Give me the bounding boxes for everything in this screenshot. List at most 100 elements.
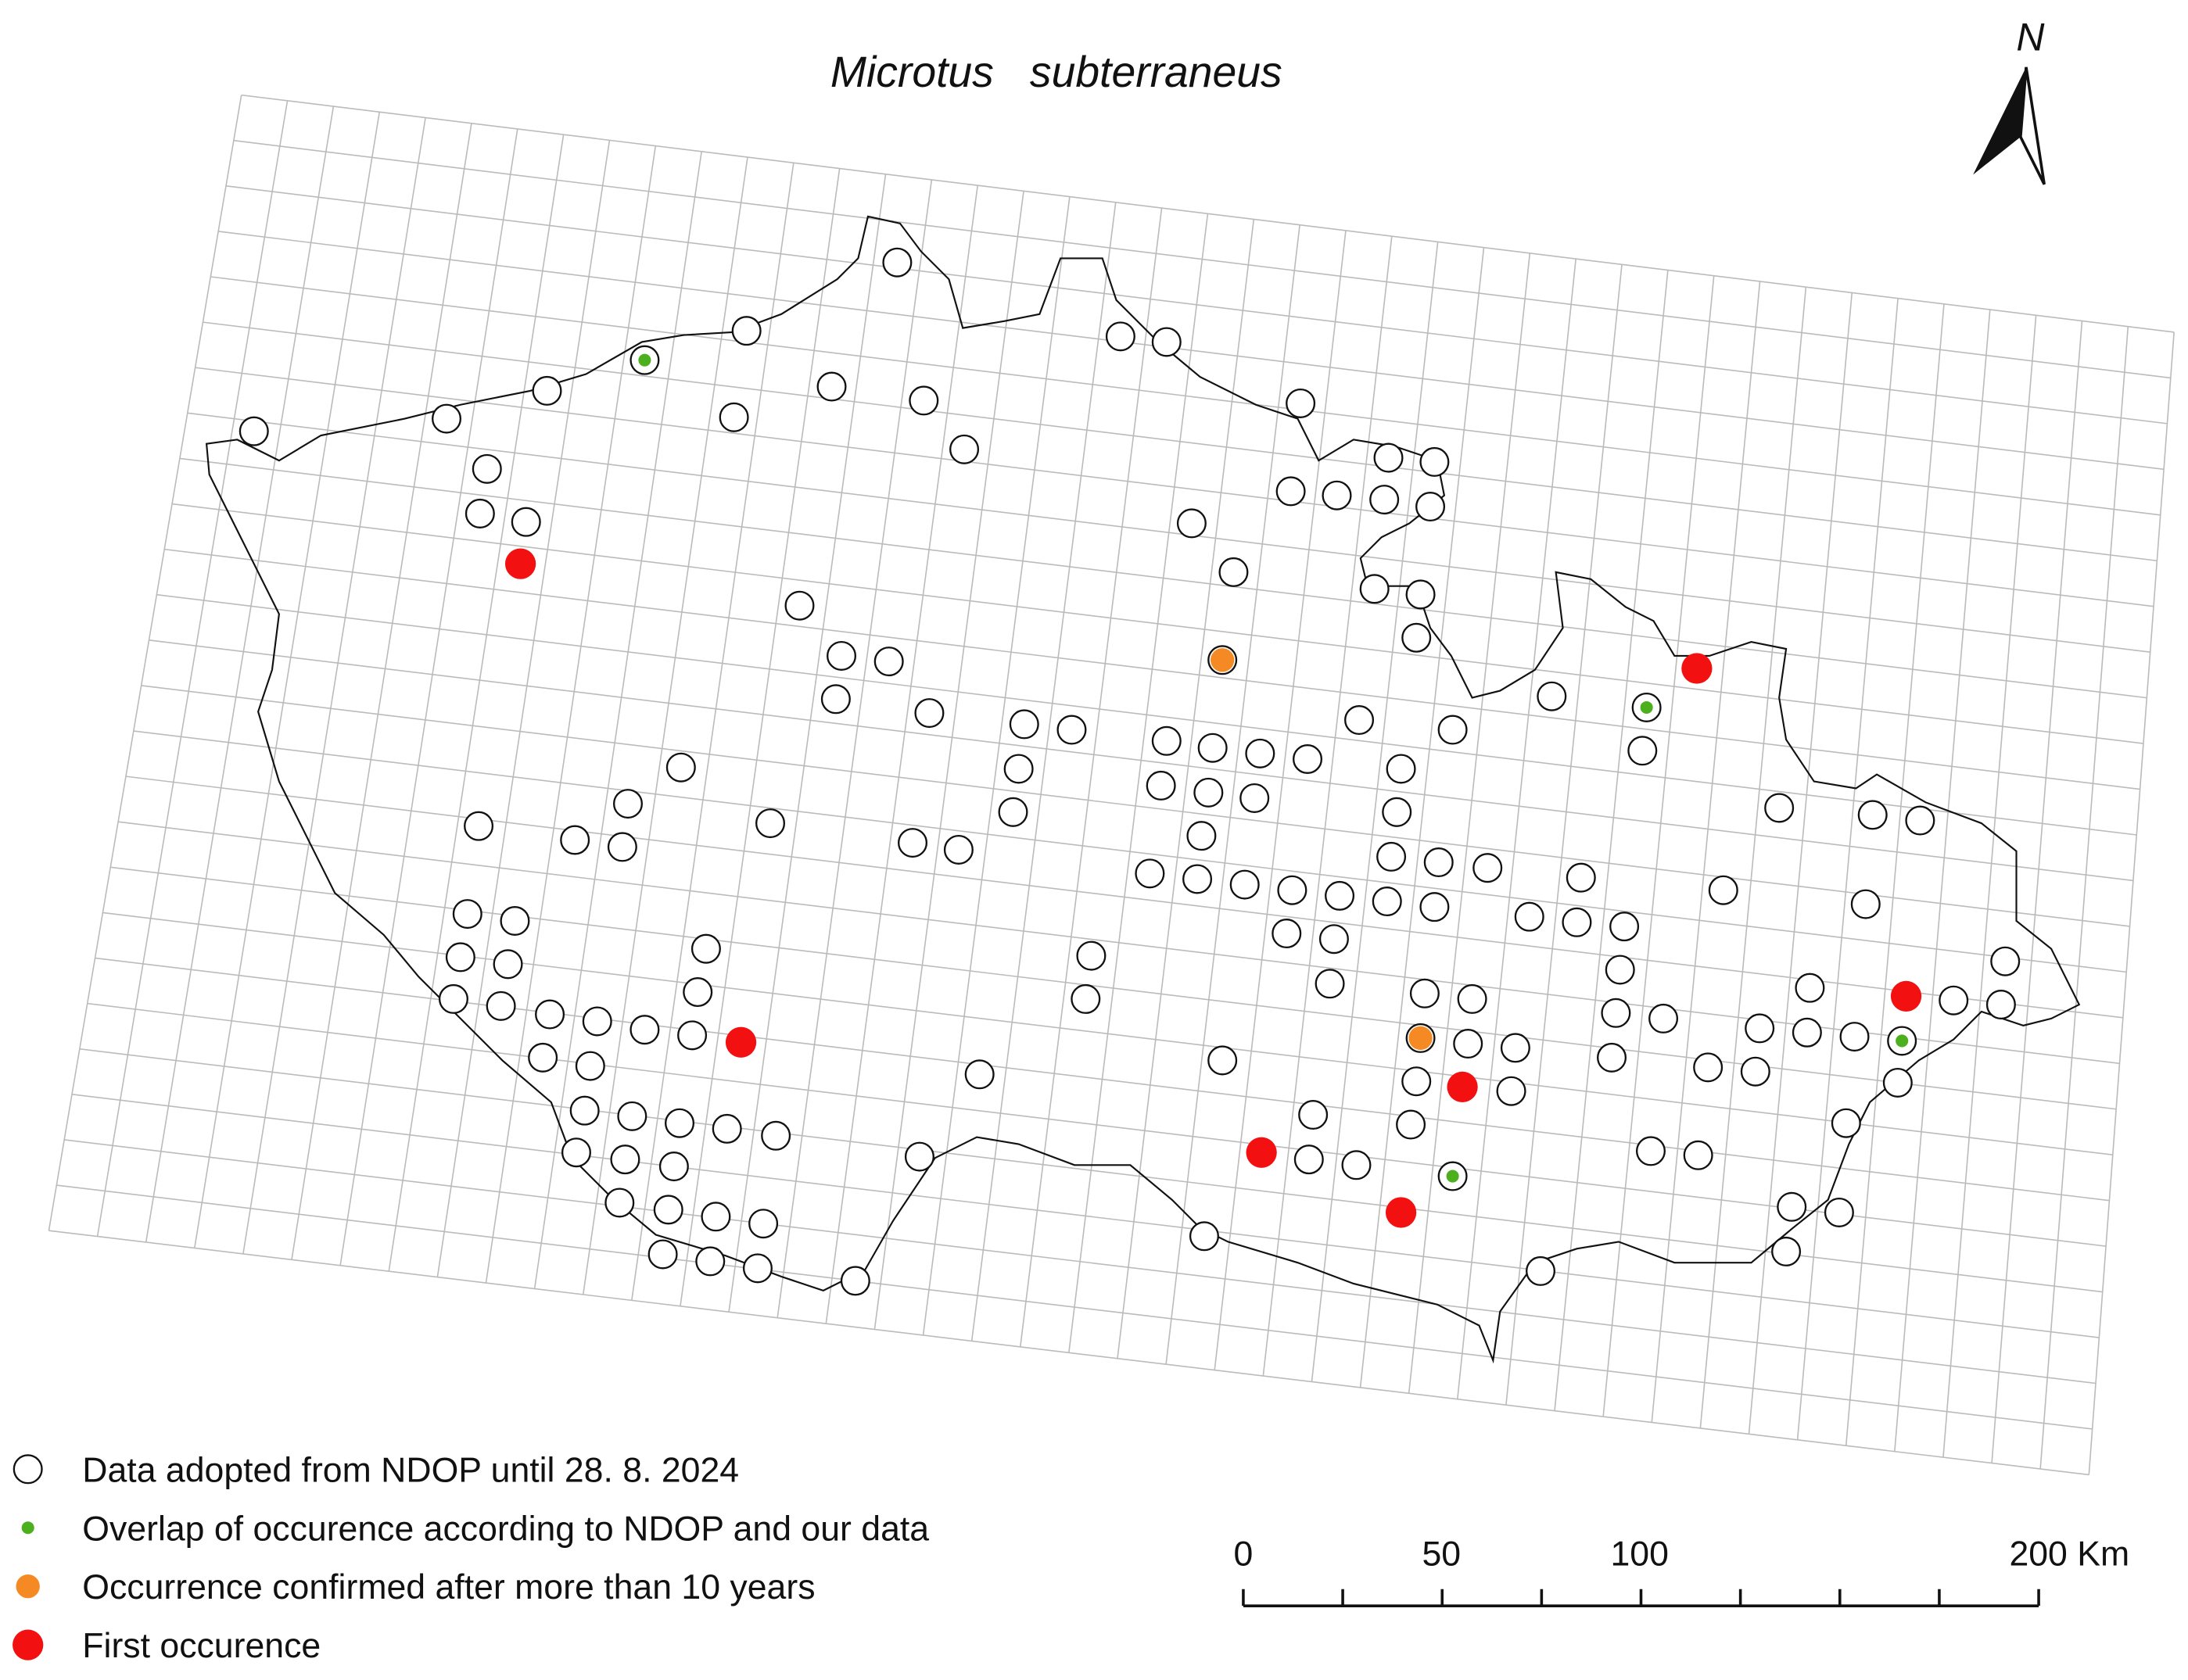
grid-line [241, 94, 2175, 333]
grid-line [582, 156, 748, 1295]
ndop-record [1457, 983, 1487, 1014]
first-record [1681, 653, 1713, 684]
grid-line [56, 1184, 2093, 1430]
ndop-record [1605, 955, 1635, 985]
ndop-record [610, 1144, 640, 1175]
ndop-record [1419, 892, 1450, 922]
ndop-record [1286, 388, 1316, 418]
ndop-record [755, 808, 786, 839]
ndop-record [1609, 912, 1640, 942]
ndop-record [712, 1113, 742, 1144]
ndop-record [1831, 1108, 1861, 1138]
confirmed-record [1211, 648, 1235, 672]
grid-line [118, 821, 2120, 1065]
grid-line [102, 912, 2113, 1156]
grid [48, 94, 2175, 1476]
ndop-record [1562, 907, 1592, 937]
grid-line [1457, 258, 1576, 1399]
ndop-record [1939, 985, 1969, 1016]
ndop-record [784, 590, 815, 621]
ndop-record [500, 905, 530, 937]
ndop-record [1344, 705, 1375, 736]
grid-line [210, 276, 2161, 516]
grid-line [1554, 270, 1669, 1411]
ndop-record [472, 453, 502, 484]
ndop-record [1415, 492, 1446, 522]
ndop-record [1857, 800, 1888, 830]
ndop-record [1229, 869, 1260, 900]
overlap-record [1896, 1034, 1909, 1048]
grid-line [1165, 224, 1300, 1365]
ndop-record [1369, 485, 1400, 515]
grid-line [339, 128, 518, 1266]
grid-line [145, 106, 335, 1243]
ndop-record [486, 990, 516, 1021]
overlap-record [638, 353, 651, 367]
grid-line [133, 730, 2127, 973]
first-record [1385, 1197, 1417, 1228]
legend-symbol [13, 1629, 44, 1660]
ndop-record [1135, 858, 1165, 889]
ndop-record [1850, 889, 1881, 919]
ndop-record [873, 647, 904, 677]
legend-symbol [16, 1574, 40, 1599]
ndop-record [1882, 1067, 1913, 1098]
ndop-record [1496, 1076, 1526, 1106]
ndop-record [1745, 1013, 1775, 1044]
ndop-record [1683, 1140, 1713, 1170]
ndop-record [1003, 754, 1034, 784]
ndop-record [452, 899, 482, 930]
first-record [1246, 1137, 1277, 1168]
ndop-record [1423, 847, 1454, 878]
ndop-record [464, 811, 494, 841]
ndop-record [604, 1187, 635, 1218]
ndop-record [647, 1239, 678, 1270]
ndop-record [1207, 1045, 1238, 1076]
grid-line [777, 179, 933, 1318]
ndop-record [1218, 557, 1249, 587]
ndop-record [1189, 1221, 1219, 1252]
ndop-record [1795, 973, 1825, 1003]
ndop-record [1372, 887, 1402, 917]
ndop-record [1239, 783, 1270, 813]
scale-label: 50 [1422, 1535, 1462, 1573]
grid-line [1845, 303, 1945, 1446]
grid-line [96, 100, 289, 1237]
ndop-record [1526, 1256, 1556, 1286]
scale-label: 100 [1610, 1535, 1668, 1573]
grid-line [2088, 331, 2175, 1475]
map-title: Microtus subterraneus [830, 48, 1282, 96]
ndop-record [1186, 821, 1217, 851]
ndop-record [1566, 862, 1596, 893]
grid-line [680, 168, 841, 1306]
grid-line [1359, 247, 1485, 1388]
ndop-record [607, 832, 637, 862]
ndop-record [1635, 1136, 1666, 1166]
ndop-record [560, 825, 590, 855]
ndop-record [1076, 940, 1107, 971]
grid-line [48, 95, 242, 1231]
ndop-record [677, 1020, 708, 1051]
legend-symbol [21, 1521, 34, 1535]
grid-line [436, 140, 611, 1277]
ndop-record [1272, 919, 1302, 949]
legend-symbol [13, 1454, 43, 1485]
ndop-record [1777, 1191, 1807, 1222]
ndop-record [1318, 924, 1349, 955]
ndop-record [943, 834, 974, 865]
ndop-record [761, 1120, 791, 1151]
grid-line [533, 151, 702, 1289]
grid-line [1699, 287, 1807, 1429]
ndop-record [1293, 743, 1323, 775]
grid-line [187, 412, 2150, 653]
ndop-record [1146, 770, 1176, 801]
ndop-record [1151, 725, 1182, 756]
ndop-record [239, 416, 269, 446]
ndop-record [653, 1195, 683, 1225]
ndop-record [1771, 1236, 1802, 1266]
grid-line [291, 123, 472, 1260]
grid-line [242, 117, 426, 1255]
ndop-record [1597, 1042, 1627, 1073]
ndop-record [1514, 901, 1544, 932]
